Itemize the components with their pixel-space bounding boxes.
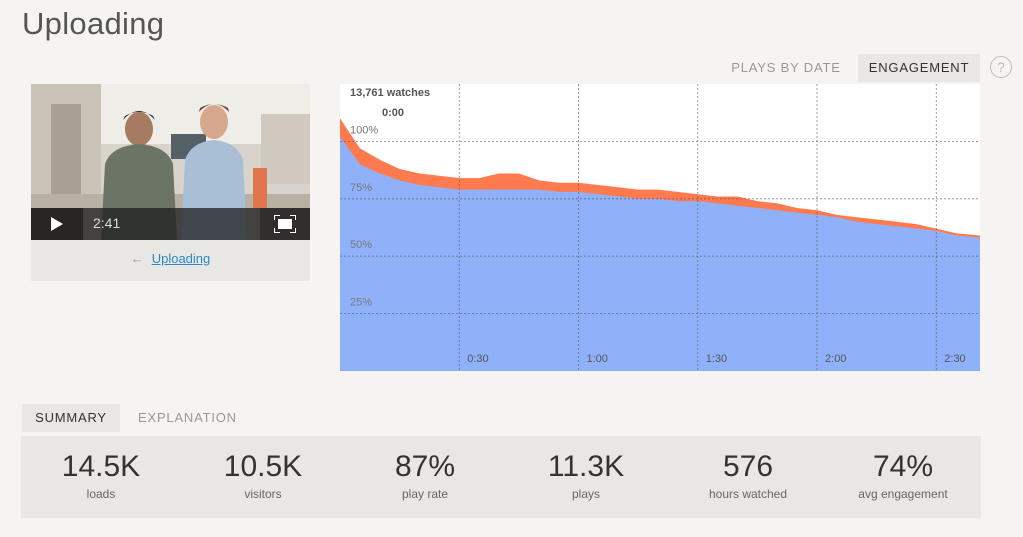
y-tick-label: 25% bbox=[350, 297, 372, 309]
page-title: Uploading bbox=[22, 6, 165, 41]
video-time: 2:41 bbox=[93, 215, 121, 231]
stat-value: 87% bbox=[394, 450, 456, 483]
stat-value: 10.5K bbox=[223, 450, 303, 483]
tab-summary[interactable]: SUMMARY bbox=[22, 404, 120, 432]
help-icon[interactable]: ? bbox=[990, 56, 1012, 78]
stat-plays: 11.3K plays bbox=[506, 450, 666, 501]
tab-plays-by-date[interactable]: PLAYS BY DATE bbox=[731, 60, 841, 75]
x-tick-label: 0:30 bbox=[467, 353, 488, 365]
stat-label: visitors bbox=[244, 487, 282, 501]
stat-value: 14.5K bbox=[61, 450, 141, 483]
play-button[interactable] bbox=[31, 208, 83, 240]
fullscreen-icon bbox=[274, 215, 296, 233]
fullscreen-button[interactable] bbox=[260, 208, 310, 240]
stat-label: loads bbox=[86, 487, 116, 501]
stat-avg-engagement: 74% avg engagement bbox=[823, 450, 983, 501]
x-tick-label: 1:30 bbox=[706, 353, 727, 365]
stat-label: avg engagement bbox=[858, 487, 948, 501]
stats-panel: 14.5K loads 10.5K visitors 87% play rate… bbox=[21, 436, 981, 518]
back-link-text[interactable]: Uploading bbox=[151, 251, 211, 266]
tab-explanation[interactable]: EXPLANATION bbox=[138, 410, 237, 425]
back-to-video-link[interactable]: ← Uploading bbox=[31, 251, 310, 266]
stat-loads: 14.5K loads bbox=[21, 450, 181, 501]
x-tick-label: 2:00 bbox=[825, 353, 846, 365]
stat-play-rate: 87% play rate bbox=[345, 450, 505, 501]
stat-value: 74% bbox=[872, 450, 934, 483]
stat-label: hours watched bbox=[708, 487, 788, 501]
watch-count: 13,761 watches bbox=[350, 87, 431, 99]
x-tick-label: 1:00 bbox=[587, 353, 608, 365]
stat-value: 576 bbox=[722, 450, 774, 483]
x-tick-label: 2:30 bbox=[944, 353, 965, 365]
play-icon bbox=[51, 217, 63, 231]
engagement-chart[interactable]: 100% 75% 50% 25% 0:30 1:00 1:30 2:00 2:30 13,761… bbox=[340, 84, 980, 371]
engagement-chart-svg: 100% 75% 50% 25% 0:30 1:00 1:30 2:00 2:30 bbox=[340, 84, 980, 371]
stat-label: plays bbox=[571, 487, 600, 501]
video-controls: 2:41 bbox=[31, 208, 310, 240]
stat-hours-watched: 576 hours watched bbox=[668, 450, 828, 501]
hover-time: 0:00 bbox=[382, 107, 405, 119]
stat-value: 11.3K bbox=[547, 450, 625, 483]
engagement-area bbox=[340, 136, 980, 371]
left-arrow-icon: ← bbox=[130, 251, 144, 266]
y-tick-label: 75% bbox=[350, 182, 372, 194]
y-tick-label: 100% bbox=[350, 124, 378, 136]
stat-visitors: 10.5K visitors bbox=[183, 450, 343, 501]
y-tick-label: 50% bbox=[350, 239, 372, 251]
video-player[interactable]: 2:41 ← Uploading bbox=[31, 84, 310, 281]
stat-label: play rate bbox=[401, 487, 449, 501]
tab-engagement[interactable]: ENGAGEMENT bbox=[858, 54, 980, 82]
